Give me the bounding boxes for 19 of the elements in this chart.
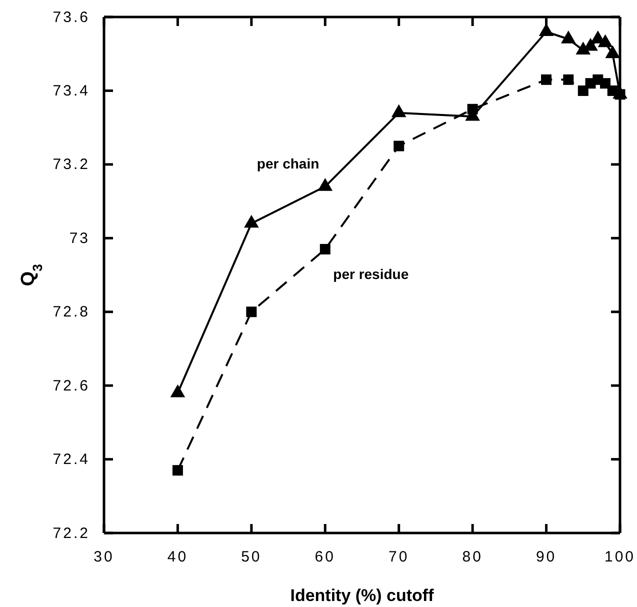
series-label: per chain <box>256 156 320 172</box>
x-tick-label: 90 <box>536 548 557 566</box>
x-tick-label: 70 <box>388 548 410 566</box>
x-tick-label: 30 <box>94 548 114 566</box>
y-tick-label: 73.4 <box>52 82 90 100</box>
series-label: per residue <box>333 266 409 282</box>
y-tick-label: 73.6 <box>52 8 90 26</box>
y-tick-label: 72.6 <box>52 377 90 394</box>
x-axis-title: Identity (%) cutoff <box>290 586 434 605</box>
x-tick-label: 50 <box>241 548 262 566</box>
x-tick-label: 40 <box>167 548 188 566</box>
y-tick-label: 72.8 <box>52 304 90 321</box>
x-tick-label: 100 <box>604 548 636 566</box>
y-tick-label: 72.2 <box>52 524 90 542</box>
y-tick-label: 73 <box>69 230 90 247</box>
y-tick-label: 72.4 <box>52 451 90 468</box>
x-tick-label: 60 <box>314 548 336 566</box>
x-tick-label: 80 <box>462 548 483 566</box>
y-tick-label: 73.2 <box>52 156 90 174</box>
